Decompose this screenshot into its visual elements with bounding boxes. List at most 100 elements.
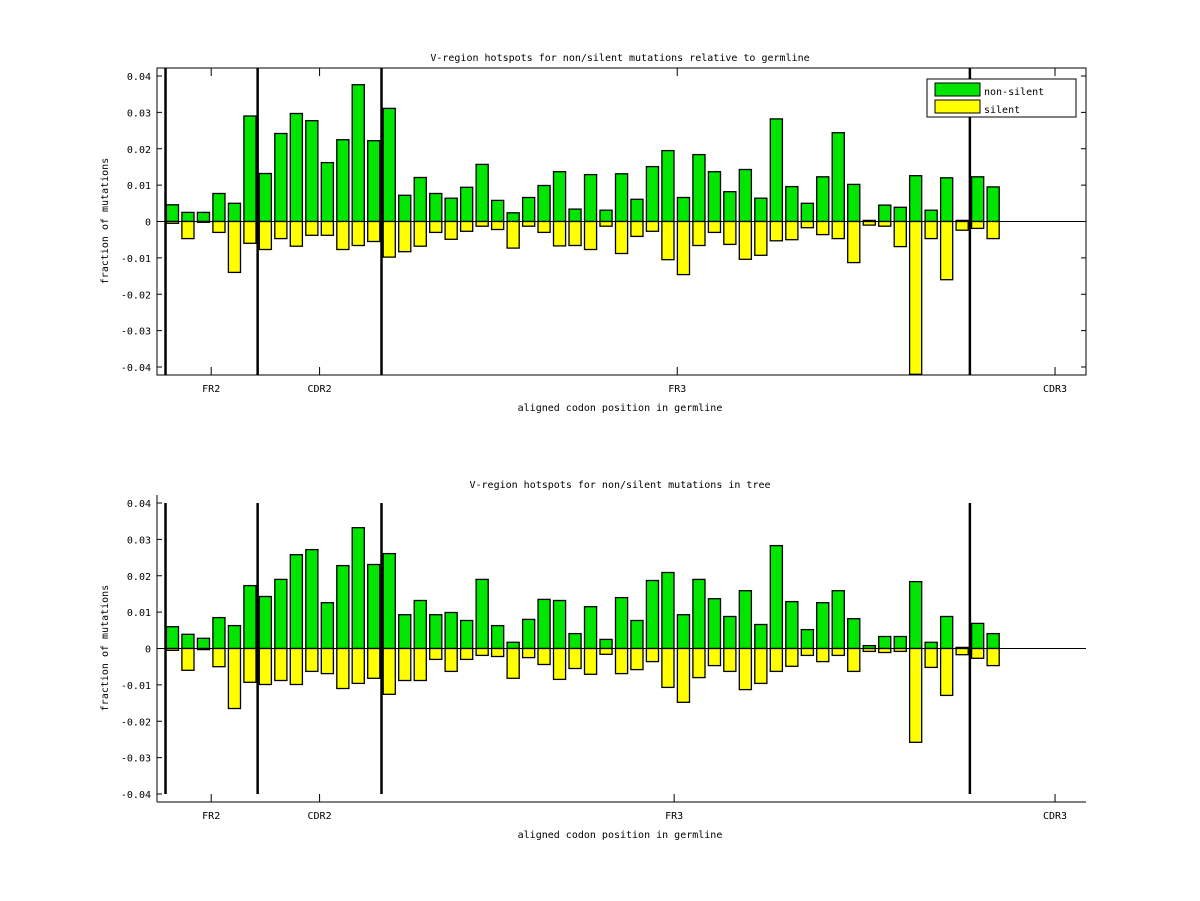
bar-silent [212, 220, 226, 234]
bar-silent [645, 647, 660, 663]
bar-non-silent [351, 527, 365, 650]
x-tick-label: FR2 [202, 811, 220, 822]
legend-label-non-silent: non-silent [984, 87, 1044, 98]
bar-non-silent [274, 578, 288, 650]
bar-non-silent [692, 153, 706, 223]
bar-silent [429, 647, 443, 661]
bar-silent [537, 220, 551, 234]
bar-silent [320, 220, 335, 236]
bar-non-silent [459, 186, 474, 223]
bar-non-silent [645, 165, 660, 223]
bar-silent [444, 647, 458, 673]
bar-silent [738, 220, 753, 260]
bar-non-silent [785, 185, 799, 223]
bar-silent [398, 220, 412, 253]
bar-silent [320, 647, 335, 675]
bar-silent [413, 220, 427, 247]
y-tick-label: 0.02 [127, 572, 151, 583]
bar-silent [413, 647, 427, 682]
bar-non-silent [165, 204, 180, 223]
bar-silent [692, 647, 706, 679]
bar-silent [924, 647, 938, 669]
bar-silent [769, 647, 784, 673]
bar-non-silent [459, 619, 474, 650]
bar-non-silent [181, 633, 195, 650]
bar-non-silent [305, 120, 319, 223]
bar-non-silent [661, 571, 675, 650]
bar-silent [955, 647, 969, 656]
bar-silent [769, 220, 784, 242]
bar-silent [800, 647, 815, 657]
bar-silent [986, 220, 1000, 240]
bar-non-silent [847, 183, 861, 223]
bar-silent [382, 220, 396, 258]
bar-silent [459, 220, 474, 232]
bar-silent [382, 647, 396, 695]
bar-silent [924, 220, 938, 240]
y-tick-label: 0.03 [127, 535, 151, 546]
bar-silent [955, 220, 969, 231]
bar-silent [289, 647, 304, 686]
bar-non-silent [583, 173, 598, 223]
y-tick-label: 0.04 [127, 72, 151, 83]
bar-silent [289, 220, 304, 247]
bar-non-silent [506, 212, 520, 223]
bar-non-silent [754, 197, 768, 223]
bar-non-silent [165, 626, 180, 650]
y-tick-label: 0.03 [127, 108, 151, 119]
bar-non-silent [336, 139, 350, 223]
bar-silent [568, 647, 582, 670]
bar-non-silent [800, 628, 815, 650]
bar-silent [537, 647, 551, 666]
bar-silent [908, 647, 923, 743]
bar-silent [475, 647, 489, 657]
bar-silent [754, 647, 768, 685]
bar-non-silent [320, 602, 335, 650]
bar-non-silent [970, 622, 985, 650]
y-tick-label: -0.04 [121, 363, 151, 374]
bar-non-silent [475, 578, 489, 650]
bar-silent [599, 220, 613, 227]
bar-non-silent [816, 176, 830, 223]
bar-silent [723, 647, 737, 673]
bar-non-silent [444, 611, 458, 650]
bar-silent [847, 220, 861, 264]
bar-non-silent [599, 209, 613, 223]
bar-silent [986, 647, 1000, 667]
bar-silent [614, 220, 629, 255]
bar-silent [490, 647, 505, 658]
y-tick-label: 0 [145, 645, 151, 656]
bar-silent [243, 220, 257, 244]
bar-silent [754, 220, 768, 256]
bar-silent [552, 220, 567, 247]
bar-silent [459, 647, 474, 661]
bar-silent [475, 220, 489, 227]
bar-silent [878, 220, 892, 227]
bar-non-silent [893, 206, 907, 223]
x-tick-label: FR3 [665, 811, 683, 822]
bar-non-silent [398, 194, 412, 223]
bar-silent [785, 647, 799, 667]
bar-silent [893, 220, 907, 248]
bar-silent [506, 647, 520, 679]
x-tick-label: FR3 [668, 384, 686, 395]
bar-silent [800, 220, 815, 229]
chart-germline: V-region hotspots for non/silent mutatio… [100, 53, 1087, 414]
y-tick-label: -0.02 [121, 717, 151, 728]
y-tick-label: 0.01 [127, 181, 151, 192]
bar-non-silent [723, 191, 737, 223]
bar-non-silent [243, 584, 257, 650]
bar-silent [521, 220, 536, 227]
bar-non-silent [490, 199, 505, 223]
y-tick-label: -0.03 [121, 754, 151, 765]
bar-silent [367, 220, 381, 243]
bar-non-silent [939, 177, 954, 223]
y-tick-label: -0.01 [121, 254, 151, 265]
bar-silent [785, 220, 799, 241]
plot-area: 0.04 0.03 0.02 0.01 0 -0.01 -0.02 -0.03 -0.04 FR2… [121, 67, 1087, 395]
bar-non-silent [878, 635, 892, 650]
y-tick-label: 0.02 [127, 145, 151, 156]
bar-non-silent [769, 118, 784, 223]
bar-non-silent [521, 196, 536, 223]
bar-non-silent [243, 115, 257, 223]
